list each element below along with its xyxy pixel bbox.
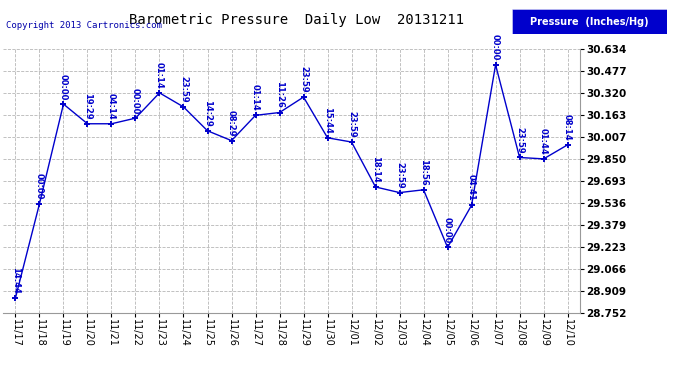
- Text: 18:56: 18:56: [419, 159, 428, 186]
- Text: 04:14: 04:14: [107, 93, 116, 120]
- Text: 23:59: 23:59: [347, 111, 356, 138]
- Text: 00:00: 00:00: [59, 74, 68, 100]
- Text: 00:00: 00:00: [35, 173, 44, 200]
- Text: 23:59: 23:59: [179, 76, 188, 103]
- Text: 01:14: 01:14: [155, 62, 164, 89]
- Text: 23:59: 23:59: [395, 162, 404, 188]
- Text: 23:59: 23:59: [299, 66, 308, 93]
- Text: 00:00: 00:00: [131, 88, 140, 114]
- Text: Barometric Pressure  Daily Low  20131211: Barometric Pressure Daily Low 20131211: [129, 13, 464, 27]
- Text: 08:14: 08:14: [563, 114, 572, 141]
- Text: 04:41: 04:41: [467, 174, 476, 201]
- Text: Pressure  (Inches/Hg): Pressure (Inches/Hg): [531, 16, 649, 27]
- Text: 00:00: 00:00: [491, 34, 500, 61]
- Text: Copyright 2013 Cartronics.com: Copyright 2013 Cartronics.com: [6, 21, 161, 30]
- Text: 14:29: 14:29: [203, 100, 212, 127]
- Text: 11:26: 11:26: [275, 81, 284, 108]
- Text: 01:44: 01:44: [539, 128, 548, 155]
- Text: 08:29: 08:29: [227, 110, 236, 136]
- Text: 01:14: 01:14: [251, 84, 260, 111]
- Text: 19:29: 19:29: [83, 93, 92, 120]
- Text: 14:44: 14:44: [11, 267, 20, 294]
- Text: 23:59: 23:59: [515, 127, 524, 153]
- Text: 00:00: 00:00: [443, 217, 452, 243]
- Text: 18:14: 18:14: [371, 156, 380, 183]
- Text: 15:44: 15:44: [323, 107, 332, 134]
